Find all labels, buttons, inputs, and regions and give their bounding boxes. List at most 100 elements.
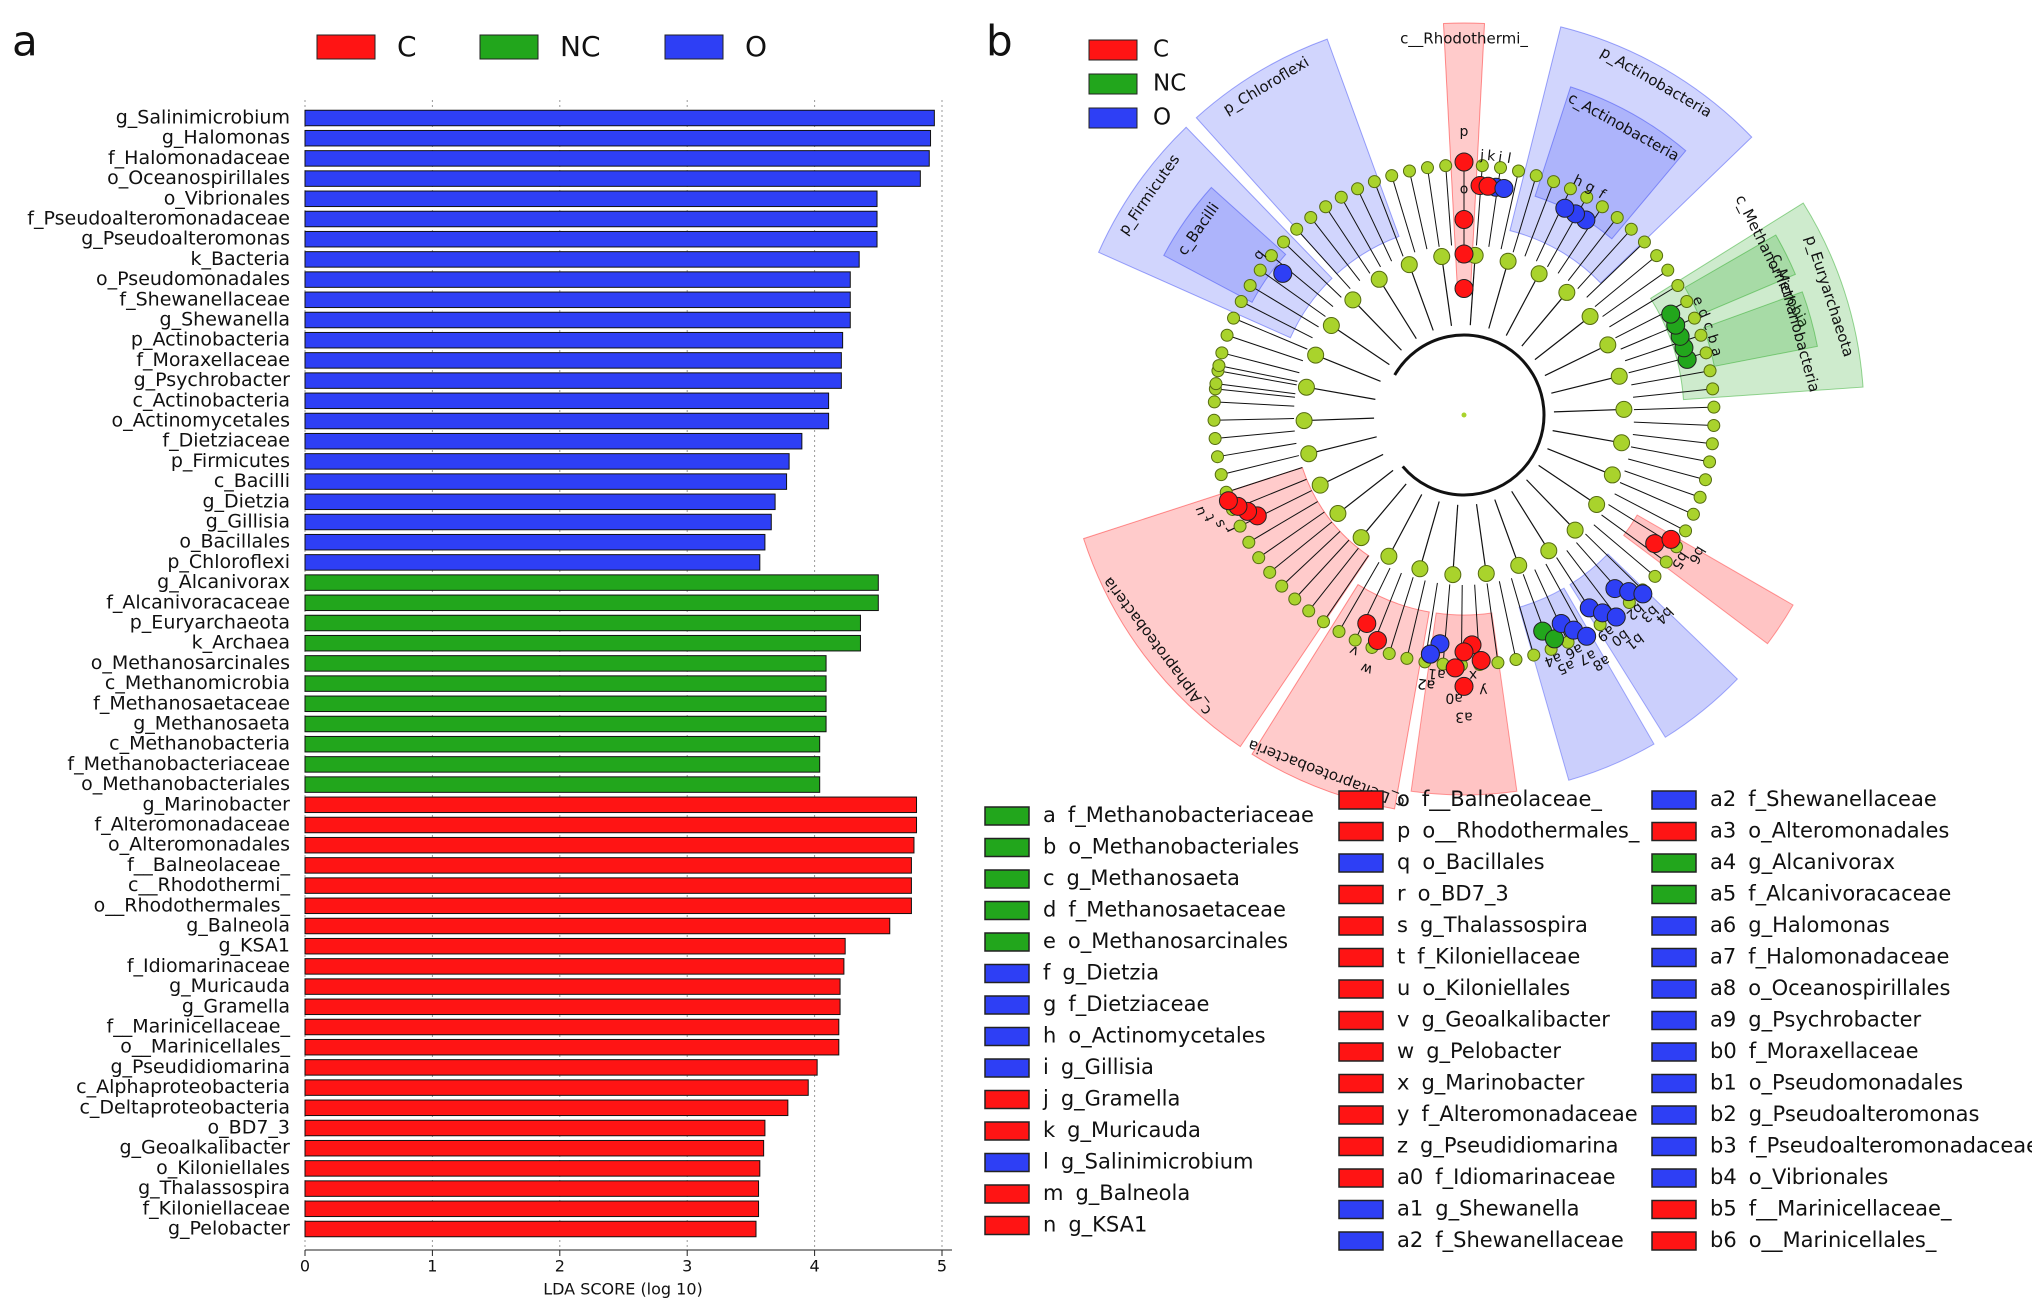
node — [1540, 542, 1558, 560]
leaf — [1275, 579, 1289, 593]
legend-key: b6 — [1710, 1228, 1737, 1252]
y-tick-label: c_Methanobacteria — [109, 733, 290, 755]
y-tick-label: p_Firmicutes — [171, 450, 290, 472]
bar — [304, 978, 841, 995]
legend-swatch — [664, 34, 724, 60]
legend-swatch — [1651, 1073, 1697, 1094]
branch — [1408, 170, 1428, 250]
legend-key: b5 — [1710, 1197, 1737, 1221]
y-tick-label: o_Actinomycetales — [112, 410, 290, 432]
x-tick-label: 0 — [300, 1257, 310, 1276]
branch — [1338, 561, 1380, 632]
bar — [304, 210, 878, 228]
branch — [1512, 175, 1537, 253]
branch — [1319, 453, 1384, 486]
branch — [1552, 430, 1622, 444]
branch — [1567, 217, 1618, 281]
branch — [1233, 317, 1308, 350]
taxon-node — [1454, 244, 1474, 264]
y-tick-label: f_Kiloniellaceae — [142, 1197, 290, 1219]
y-tick-label: o__Rhodothermales_ — [94, 894, 291, 916]
y-tick-label: g_Pseudoalteromonas — [81, 228, 290, 250]
bar — [304, 1220, 757, 1238]
legend-label: g_KSA1 — [1068, 1213, 1147, 1238]
branch — [1215, 430, 1295, 440]
leaf — [1385, 169, 1399, 183]
y-tick-label: o_Kiloniellales — [156, 1157, 290, 1179]
branch — [1445, 165, 1453, 246]
legend-key: u — [1397, 976, 1410, 1000]
y-tick-label: f_Idiomarinaceae — [127, 955, 290, 977]
panel-label: b — [986, 17, 1013, 66]
legend-label: o_Methanobacteriales — [1068, 835, 1299, 860]
legend-label: C — [397, 30, 417, 63]
bar — [304, 776, 821, 793]
y-tick-label: f__Balneolaceae_ — [127, 854, 290, 876]
branch — [1308, 547, 1359, 612]
bar — [304, 1038, 840, 1056]
legend-label: o_Kiloniellales — [1422, 976, 1570, 1001]
branch — [1259, 269, 1326, 317]
y-tick-label: c_Methanomicrobia — [105, 672, 290, 694]
node — [1510, 556, 1528, 574]
branch — [1426, 167, 1440, 247]
legend-label: g_Salinimicrobium — [1061, 1150, 1254, 1175]
bar — [304, 109, 935, 127]
taxon-key: k — [1486, 148, 1497, 165]
leaf — [1547, 175, 1561, 189]
bar — [304, 917, 891, 935]
leaf — [1252, 551, 1266, 565]
taxon-key: x — [1469, 667, 1478, 683]
legend-key: q — [1397, 850, 1410, 874]
branch — [1624, 470, 1701, 498]
y-tick-label: f__Marinicellaceae_ — [107, 1016, 291, 1038]
legend-swatch — [984, 1184, 1030, 1204]
leaf — [1351, 182, 1365, 196]
clade-sector — [1195, 38, 1400, 275]
taxon-node — [1606, 607, 1626, 627]
panel-label: a — [12, 17, 38, 66]
legend-swatch — [1338, 821, 1384, 842]
taxon-node — [1454, 152, 1474, 172]
legend-swatch — [1651, 884, 1697, 905]
legend-label: f_Dietziaceae — [1068, 992, 1209, 1017]
branch — [1340, 196, 1381, 268]
bar — [304, 796, 918, 814]
branch — [1337, 469, 1394, 514]
bar — [304, 1099, 789, 1117]
leaf — [1610, 210, 1624, 224]
bar — [304, 453, 790, 470]
branch — [1306, 386, 1376, 400]
legend-label: g_Pseudidiomarina — [1420, 1134, 1618, 1159]
taxon-key: y — [1479, 682, 1488, 699]
legend-label: f__Balneolaceae_ — [1422, 787, 1603, 812]
legend-label: O — [745, 30, 767, 63]
taxon-node — [1633, 584, 1653, 604]
x-axis-title: LDA SCORE (log 10) — [543, 1280, 703, 1299]
leaf — [1288, 592, 1302, 606]
legend-key: a8 — [1710, 976, 1736, 1000]
branch — [1378, 278, 1417, 339]
leaf — [1227, 311, 1241, 325]
y-tick-label: g_Muricauda — [169, 975, 290, 997]
y-tick-label: g_Alcanivorax — [157, 571, 290, 593]
y-tick-label: g_Thalassospira — [138, 1177, 290, 1199]
legend-label: o_Oceanospirillales — [1748, 976, 1950, 1001]
node — [1307, 346, 1325, 364]
leaf — [1648, 569, 1662, 583]
legend-swatch — [984, 1121, 1030, 1141]
bar — [304, 230, 878, 248]
branch — [1586, 241, 1645, 298]
y-tick-label: o__Marinicellales_ — [120, 1036, 290, 1058]
branch — [1609, 285, 1679, 328]
node — [1558, 283, 1576, 301]
node — [1370, 270, 1388, 288]
x-tick-label: 4 — [810, 1257, 820, 1276]
taxon-key: a — [1707, 346, 1725, 358]
bar — [304, 897, 912, 915]
node — [1411, 560, 1429, 578]
leaf — [1243, 278, 1257, 292]
node — [1615, 400, 1633, 418]
branch — [1521, 292, 1568, 347]
